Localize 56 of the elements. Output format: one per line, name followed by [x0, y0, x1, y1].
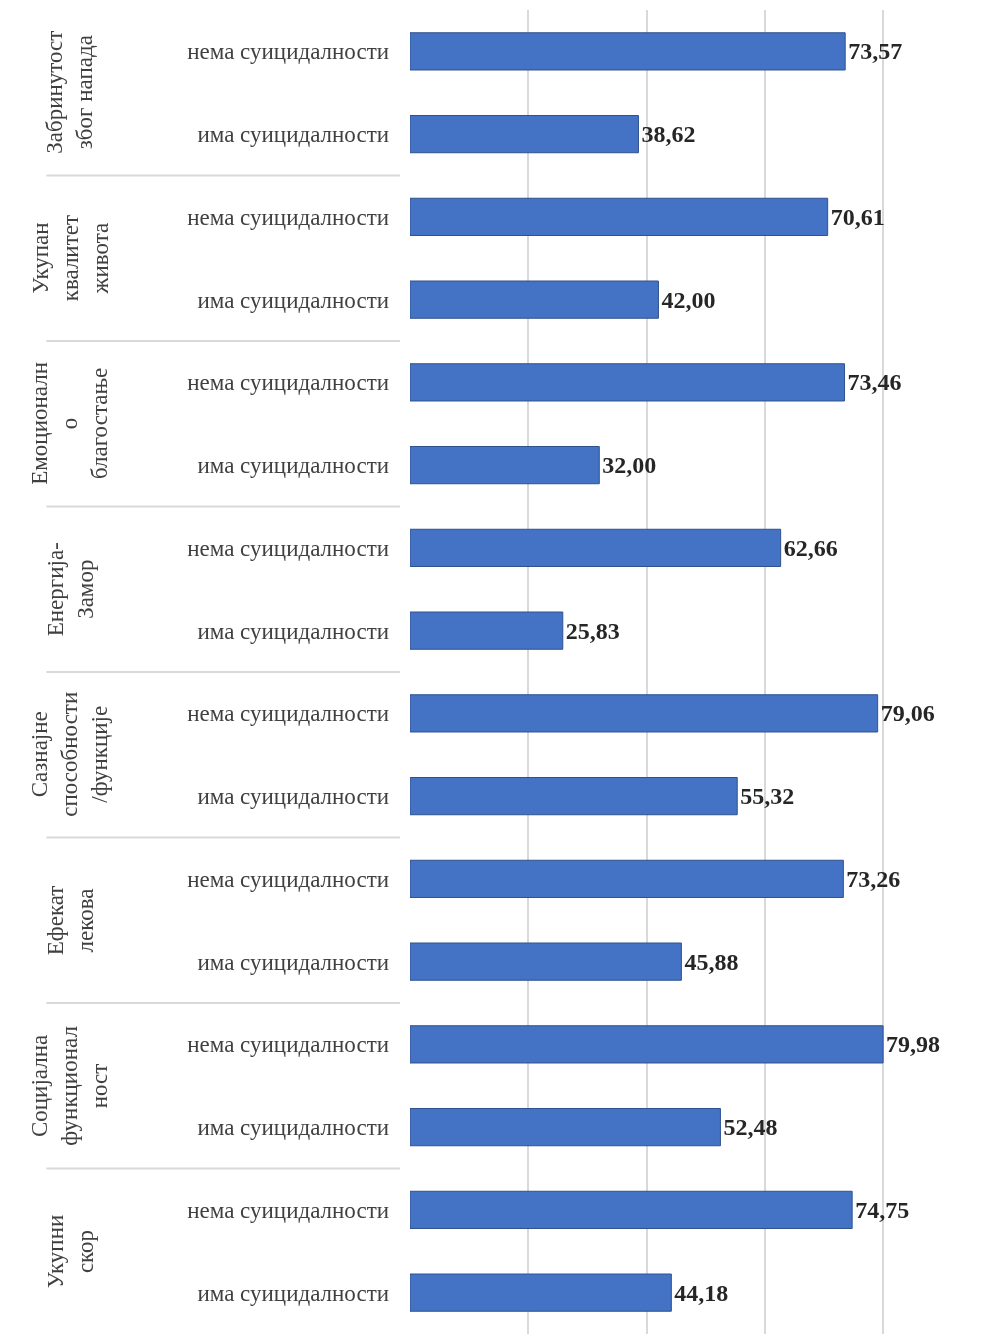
- bar: [410, 363, 846, 402]
- bar: [410, 1273, 672, 1312]
- y-tick-label: има суицидалности: [197, 122, 389, 148]
- data-label: 55,32: [740, 783, 795, 810]
- data-label: 42,00: [661, 286, 716, 313]
- bar: [410, 1025, 884, 1064]
- bar: [410, 942, 682, 981]
- data-label: 62,66: [783, 534, 838, 561]
- y-tick-label: нема суицидалности: [187, 1197, 389, 1223]
- y-tick-label: има суицидалности: [197, 949, 389, 975]
- text: Ефекат лекова: [42, 885, 98, 956]
- y-tick-label: нема суицидалности: [187, 204, 389, 230]
- y-tick-label: нема суицидалности: [187, 535, 389, 561]
- data-label: 70,61: [830, 203, 885, 230]
- data-label: 79,98: [886, 1031, 941, 1058]
- bar: [410, 611, 564, 650]
- text: Емоционалн о благостање: [27, 362, 113, 485]
- data-label: 25,83: [565, 617, 620, 644]
- y-tick-label: има суицидалности: [197, 287, 389, 313]
- bar: [410, 115, 639, 154]
- text: Укупни скор: [42, 1214, 98, 1289]
- y-tick-label: има суицидалности: [197, 1115, 389, 1141]
- data-label: 74,75: [855, 1196, 910, 1223]
- bar: [410, 694, 879, 733]
- y-tick-label: нема суицидалности: [187, 701, 389, 727]
- y-tick-label: има суицидалности: [197, 453, 389, 479]
- text: Укупан квалитет живота: [27, 215, 113, 302]
- bar: [410, 1108, 721, 1147]
- bar: [410, 1190, 853, 1229]
- data-label: 45,88: [684, 948, 739, 975]
- text: Сазнајне способности /функције: [27, 691, 113, 817]
- bar: [410, 859, 844, 898]
- text: Енергија- Замор: [42, 542, 98, 637]
- text: Социјална функционал ност: [27, 1026, 113, 1146]
- bar: [410, 446, 600, 485]
- bar: [410, 32, 846, 71]
- data-label: 79,06: [880, 700, 935, 727]
- text: Забринутост због напада: [42, 30, 98, 154]
- data-label: 44,18: [674, 1279, 729, 1306]
- y-tick-label: нема суицидалности: [187, 1032, 389, 1058]
- data-label: 52,48: [723, 1114, 778, 1141]
- data-label: 73,46: [847, 369, 902, 396]
- y-tick-label: има суицидалности: [197, 618, 389, 644]
- data-label: 73,57: [848, 38, 903, 65]
- data-label: 73,26: [846, 865, 901, 892]
- y-tick-label: има суицидалности: [197, 1280, 389, 1306]
- bar: [410, 528, 782, 567]
- y-tick-label: нема суицидалности: [187, 866, 389, 892]
- data-label: 38,62: [641, 121, 696, 148]
- bar: [410, 280, 659, 319]
- y-tick-label: нема суицидалности: [187, 39, 389, 65]
- y-tick-label: нема суицидалности: [187, 370, 389, 396]
- bar: [410, 777, 738, 816]
- y-tick-label: има суицидалности: [197, 784, 389, 810]
- data-label: 32,00: [602, 452, 657, 479]
- bar: [410, 197, 829, 236]
